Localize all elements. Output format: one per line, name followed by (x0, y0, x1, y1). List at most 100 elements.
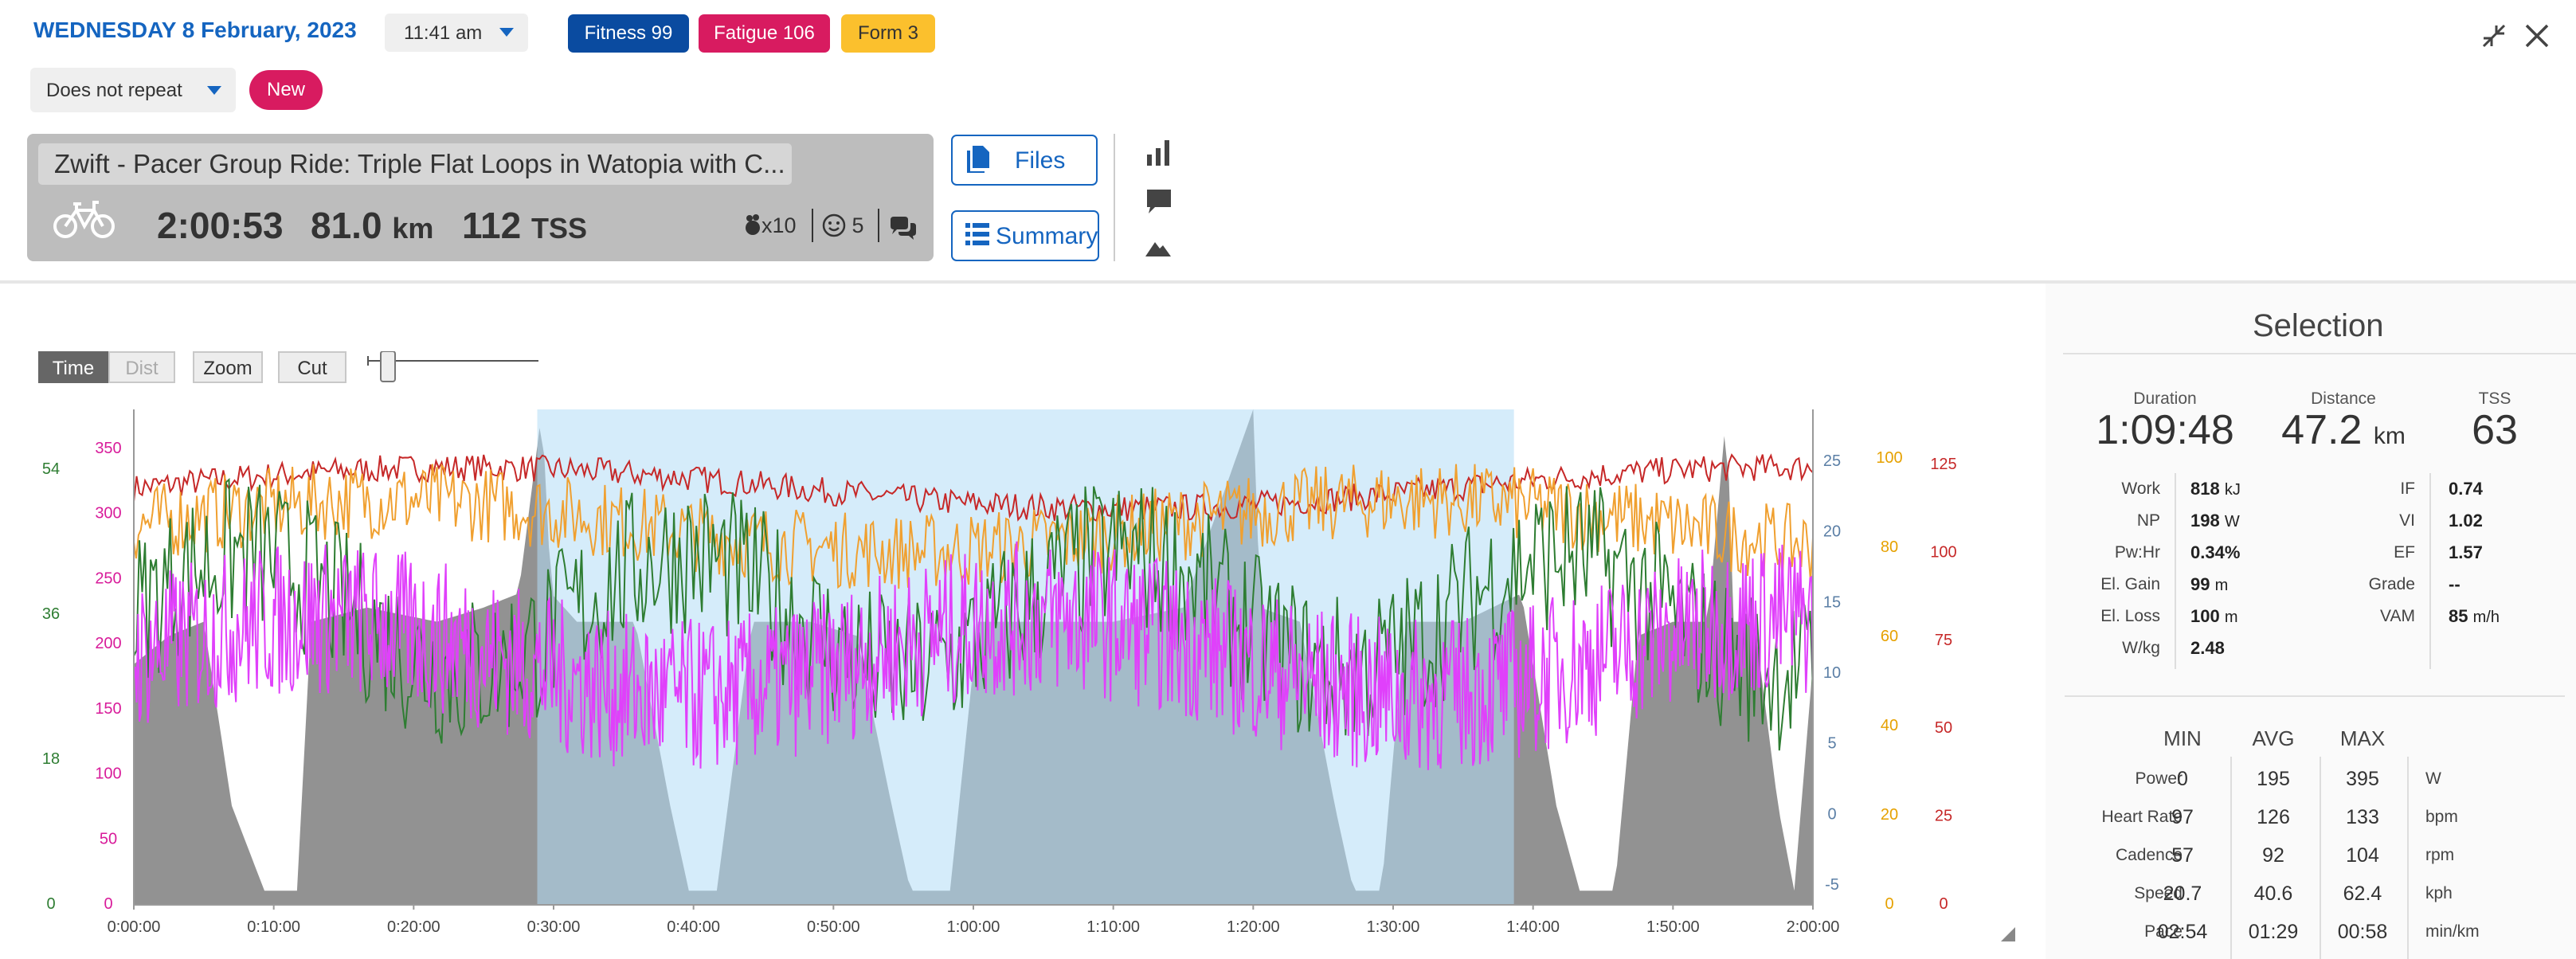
minmax-max-speed: 62.4 (2343, 883, 2382, 905)
cut-button[interactable]: Cut (278, 351, 346, 383)
time-toggle[interactable]: Time (38, 351, 108, 383)
chevron-down-icon (207, 86, 221, 95)
stat-label-vam: VAM (2380, 607, 2415, 625)
mountain-icon[interactable] (1145, 239, 1173, 262)
divider (812, 209, 813, 242)
minmax-unit-heart-rate: bpm (2425, 808, 2458, 826)
activity-duration: 2:00:53 (157, 205, 284, 246)
smoothing-slider[interactable] (365, 350, 542, 387)
rpm-tick-label: 100 (1876, 449, 1902, 467)
activity-card[interactable]: Zwift - Pacer Group Ride: Triple Flat Lo… (27, 134, 934, 261)
workout-date: WEDNESDAY 8 February, 2023 (33, 18, 357, 42)
legend-bpm[interactable]: BPM (1800, 350, 1869, 386)
minmax-header-min: MIN (2163, 726, 2202, 750)
files-button[interactable]: Files (951, 135, 1098, 186)
activity-distance: 81.0 km (311, 204, 433, 247)
bpm-tick-label: 125 (1930, 456, 1956, 473)
stat-value-if: 0.74 (2449, 479, 2483, 499)
minmax-label-power: Power (2135, 769, 2183, 788)
tss-label: TSS (2478, 389, 2511, 408)
speed-line (133, 478, 1814, 751)
distance-toggle[interactable]: Dist (108, 351, 175, 383)
legend-watts[interactable]: W (1869, 350, 1937, 386)
repeat-select[interactable]: Does not repeat (30, 68, 236, 112)
stat-number: 100 (2190, 606, 2220, 626)
activity-title[interactable]: Zwift - Pacer Group Ride: Triple Flat Lo… (38, 143, 792, 185)
watts-tick-label: 0 (104, 895, 112, 913)
smiley-icon (822, 213, 846, 237)
workout-chart[interactable]: 0:00:00 0:10:00 0:20:00 0:30:00 0:40:00 0:50:… (0, 398, 2039, 959)
selection-distance-unit: km (2373, 423, 2406, 449)
comment-icon[interactable] (1145, 188, 1173, 219)
stat-number: 198 (2190, 511, 2220, 530)
bike-icon (53, 198, 116, 243)
x-tick-label: 0:10:00 (247, 918, 300, 936)
feel-value: 5 (851, 213, 864, 237)
zoom-button[interactable]: Zoom (193, 351, 263, 383)
stat-number: 0.74 (2449, 479, 2483, 499)
stat-value-np: 198 W (2190, 511, 2240, 531)
minmax-avg-pace: 01:29 (2248, 921, 2299, 943)
new-button[interactable]: New (249, 70, 323, 110)
window-controls (2480, 22, 2552, 53)
legend-kph[interactable]: KPH (1937, 350, 2006, 386)
minmax-max-pace: 00:58 (2337, 921, 2388, 943)
collapse-icon[interactable] (2482, 24, 2506, 48)
resize-handle-icon[interactable] (2001, 927, 2015, 941)
minmax-unit-cadence: rpm (2425, 846, 2455, 864)
stat-value-el-gain: 99 m (2190, 574, 2228, 595)
rpm-tick-label: 20 (1881, 806, 1898, 824)
legend-rpm[interactable]: RPM (1663, 350, 1733, 386)
minmax-max-cadence: 104 (2346, 844, 2379, 867)
summary-button[interactable]: Summary (951, 210, 1099, 261)
divider (878, 209, 879, 242)
comments-icon[interactable] (889, 217, 918, 245)
x-tick-label: 1:00:00 (947, 918, 1000, 936)
rpm-tick-label: 80 (1881, 538, 1898, 556)
stat-label-np: NP (2136, 511, 2160, 530)
time-value: 11:41 am (404, 22, 483, 44)
legend-elevation[interactable]: M (1733, 350, 1800, 386)
selection-title: Selection (2253, 308, 2384, 343)
stat-value-el-loss: 100 m (2190, 606, 2238, 627)
distance-unit: km (392, 212, 434, 245)
minmax-avg-heart-rate: 126 (2257, 806, 2290, 828)
selection-distance-value: 47.2 (2281, 407, 2363, 453)
bpm-tick-label: 100 (1930, 543, 1956, 561)
x-tick-label: 1:20:00 (1227, 918, 1280, 936)
divider (2407, 757, 2409, 959)
stat-value-vam: 85 m/h (2449, 606, 2500, 627)
divider (2230, 757, 2232, 959)
x-tick-label: 0:20:00 (387, 918, 440, 936)
x-tick-label: 1:30:00 (1367, 918, 1420, 936)
files-label: Files (1015, 147, 1066, 174)
legend-rpm-label: RPM (1676, 357, 1721, 379)
bpm-tick-label: 75 (1935, 632, 1952, 649)
stat-number: 99 (2190, 574, 2210, 594)
feel-rating[interactable]: 5 (822, 213, 864, 238)
elevation-tick-label: 0 (1827, 805, 1836, 823)
duration-label: Duration (2133, 389, 2197, 408)
list-icon (965, 223, 989, 252)
stat-label-el-gain: El. Gain (2100, 575, 2160, 593)
power-line (133, 541, 1814, 770)
minmax-max-heart-rate: 133 (2346, 806, 2379, 828)
close-icon[interactable] (2525, 24, 2549, 48)
watts-tick-label: 250 (95, 570, 121, 587)
time-select[interactable]: 11:41 am (385, 14, 528, 52)
stat-label-w-kg: W/kg (2122, 639, 2160, 657)
stat-value-grade: -- (2449, 574, 2461, 595)
bar-chart-icon[interactable] (1145, 140, 1173, 171)
bpm-tick-label: 50 (1935, 719, 1952, 737)
file-icon (967, 146, 989, 179)
heart-rate-line (133, 453, 1814, 523)
selection-duration: 1:09:48 (2096, 407, 2234, 453)
rpm-tick-label: 40 (1881, 717, 1898, 734)
watts-tick-label: 350 (95, 440, 121, 457)
elevation-tick-label: 25 (1823, 452, 1841, 470)
stat-value-w-kg: 2.48 (2190, 638, 2225, 659)
x-tick-label: 1:40:00 (1506, 918, 1560, 936)
slider-handle[interactable] (380, 350, 396, 382)
kph-tick-label: 54 (42, 460, 60, 478)
kudos-count[interactable]: x10 (744, 213, 797, 238)
